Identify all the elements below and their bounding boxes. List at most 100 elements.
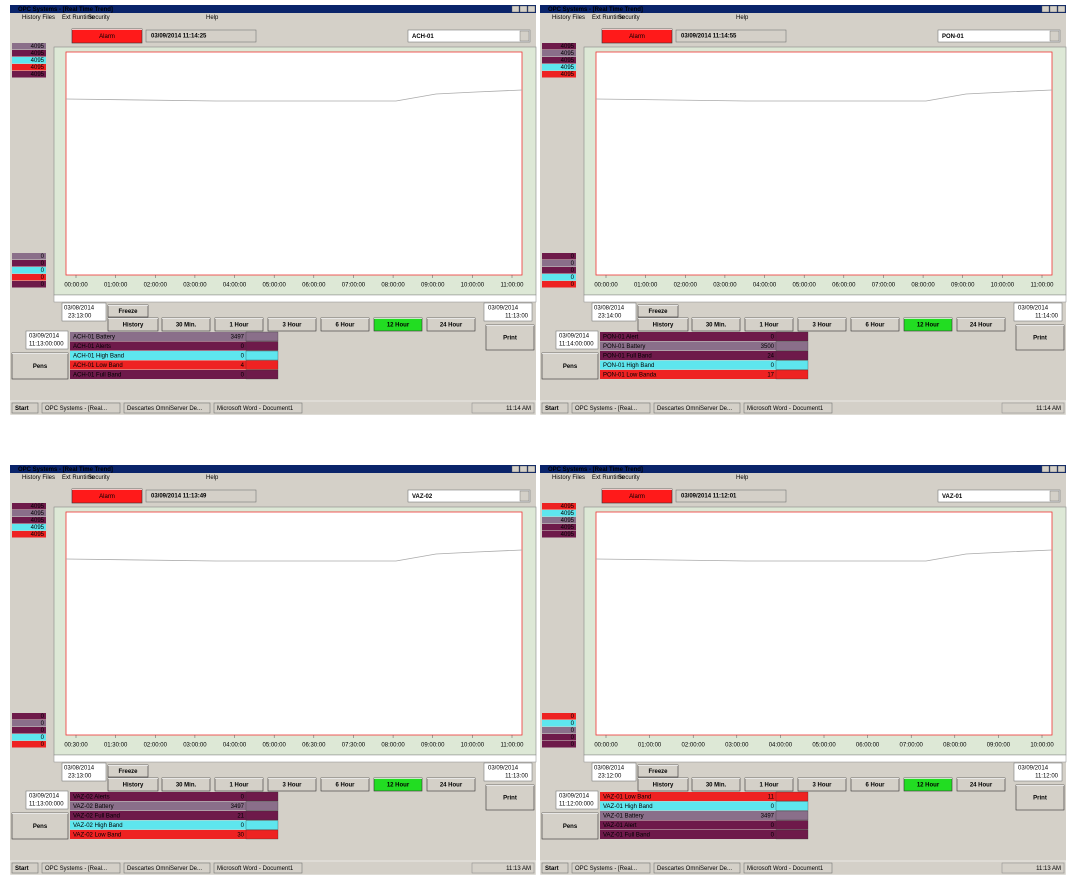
history-button[interactable] (637, 777, 689, 792)
window-control[interactable] (519, 465, 528, 473)
history-button[interactable] (107, 777, 159, 792)
pen-row[interactable] (70, 801, 220, 811)
pen-select[interactable] (407, 489, 531, 503)
pen-select[interactable] (937, 29, 1061, 43)
taskbar-button[interactable] (41, 862, 121, 874)
range-button[interactable] (161, 317, 211, 332)
pen-row[interactable] (600, 820, 750, 830)
pen-row[interactable] (600, 351, 750, 360)
scrollbar[interactable] (583, 294, 1067, 303)
alarm-button[interactable] (71, 28, 143, 44)
pen-row[interactable] (70, 370, 220, 379)
taskbar-button[interactable] (11, 402, 39, 414)
taskbar-button[interactable] (743, 862, 833, 874)
history-button[interactable] (637, 317, 689, 332)
taskbar-button[interactable] (41, 402, 121, 414)
pens-button[interactable] (541, 812, 599, 840)
pen-row[interactable] (600, 341, 750, 351)
range-button[interactable] (903, 317, 953, 332)
taskbar-button[interactable] (571, 402, 651, 414)
pen-row[interactable] (600, 830, 750, 839)
range-button[interactable] (797, 317, 847, 332)
history-button[interactable] (107, 317, 159, 332)
pen-row[interactable] (600, 801, 750, 811)
taskbar-button[interactable] (743, 402, 833, 414)
pen-row[interactable] (70, 341, 220, 351)
print-button[interactable] (485, 324, 535, 351)
alarm-button[interactable] (71, 488, 143, 504)
taskbar-button[interactable] (541, 402, 569, 414)
freeze-button[interactable] (637, 764, 679, 778)
freeze-button[interactable] (107, 764, 149, 778)
print-button[interactable] (1015, 324, 1065, 351)
range-button[interactable] (373, 777, 423, 792)
pen-row[interactable] (70, 811, 220, 820)
window-control[interactable] (1057, 5, 1066, 13)
range-button[interactable] (214, 777, 264, 792)
window-control[interactable] (1041, 465, 1050, 473)
range-button[interactable] (850, 777, 900, 792)
range-button[interactable] (426, 317, 476, 332)
scrollbar[interactable] (583, 754, 1067, 763)
range-button[interactable] (373, 317, 423, 332)
window-control[interactable] (1049, 5, 1058, 13)
taskbar-button[interactable] (653, 402, 741, 414)
pen-row[interactable] (70, 830, 220, 839)
range-button[interactable] (426, 777, 476, 792)
range-button[interactable] (903, 777, 953, 792)
range-button[interactable] (320, 777, 370, 792)
taskbar-button[interactable] (653, 862, 741, 874)
scrollbar[interactable] (53, 294, 537, 303)
range-button[interactable] (850, 317, 900, 332)
pen-row[interactable] (600, 792, 750, 801)
pen-select[interactable] (937, 489, 1061, 503)
range-button[interactable] (956, 317, 1006, 332)
window-control[interactable] (511, 5, 520, 13)
taskbar-button[interactable] (123, 862, 211, 874)
taskbar-button[interactable] (541, 862, 569, 874)
pen-row[interactable] (70, 792, 220, 801)
pen-row[interactable] (70, 332, 220, 341)
dropdown-arrow[interactable] (519, 30, 530, 42)
range-button[interactable] (956, 777, 1006, 792)
window-control[interactable] (519, 5, 528, 13)
range-button[interactable] (744, 777, 794, 792)
window-control[interactable] (1049, 465, 1058, 473)
pen-row[interactable] (600, 811, 750, 820)
dropdown-arrow[interactable] (1049, 490, 1060, 502)
pen-row[interactable] (70, 820, 220, 830)
pen-row[interactable] (600, 370, 750, 379)
window-control[interactable] (1041, 5, 1050, 13)
pen-select[interactable] (407, 29, 531, 43)
taskbar-button[interactable] (213, 402, 303, 414)
taskbar-button[interactable] (123, 402, 211, 414)
alarm-button[interactable] (601, 28, 673, 44)
pens-button[interactable] (11, 812, 69, 840)
range-button[interactable] (267, 317, 317, 332)
taskbar-button[interactable] (571, 862, 651, 874)
pen-row[interactable] (70, 351, 220, 360)
pens-button[interactable] (11, 352, 69, 380)
window-control[interactable] (511, 465, 520, 473)
range-button[interactable] (691, 777, 741, 792)
range-button[interactable] (691, 317, 741, 332)
range-button[interactable] (320, 317, 370, 332)
alarm-button[interactable] (601, 488, 673, 504)
window-control[interactable] (1057, 465, 1066, 473)
dropdown-arrow[interactable] (1049, 30, 1060, 42)
dropdown-arrow[interactable] (519, 490, 530, 502)
range-button[interactable] (744, 317, 794, 332)
taskbar-button[interactable] (213, 862, 303, 874)
window-control[interactable] (527, 5, 536, 13)
window-control[interactable] (527, 465, 536, 473)
range-button[interactable] (267, 777, 317, 792)
pens-button[interactable] (541, 352, 599, 380)
pen-row[interactable] (600, 360, 750, 370)
print-button[interactable] (1015, 784, 1065, 811)
print-button[interactable] (485, 784, 535, 811)
range-button[interactable] (797, 777, 847, 792)
freeze-button[interactable] (107, 304, 149, 318)
freeze-button[interactable] (637, 304, 679, 318)
range-button[interactable] (214, 317, 264, 332)
range-button[interactable] (161, 777, 211, 792)
